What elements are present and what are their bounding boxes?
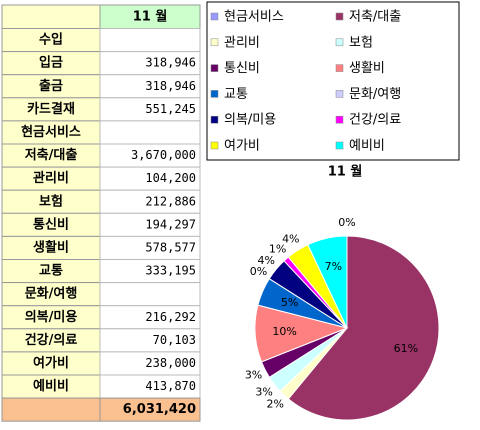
row-value: 212,886 [145,194,196,208]
legend-marker [210,12,219,21]
legend-label: 보험 [349,35,373,50]
row-value: 70,103 [153,333,196,347]
data-label: 10% [272,325,296,338]
data-label: 0% [250,265,267,278]
data-label: 3% [255,385,272,398]
row-label: 교통 [39,264,63,279]
legend-label: 현금서비스 [224,10,284,25]
row-label: 입금 [39,56,63,71]
row-value: 318,946 [145,56,196,70]
legend-marker [210,141,219,150]
legend-label: 통신비 [224,61,260,76]
row-value: 551,245 [145,102,196,116]
total-value: 6,031,420 [123,402,196,417]
data-label: 61% [394,342,418,355]
row-label: 문화/여행 [25,286,78,302]
legend-label: 문화/여행 [349,86,401,102]
row-value: 216,292 [145,310,196,324]
legend-marker [335,38,344,47]
chart-title: 11 월 [328,164,363,180]
row-label: 저축/대출 [25,147,78,163]
row-label: 건강/의료 [25,332,78,348]
legend-label: 예비비 [349,139,385,154]
row-label: 예비비 [33,378,69,394]
legend-label: 여가비 [224,139,260,154]
row-value: 578,577 [145,240,196,254]
data-label: 4% [282,232,299,245]
legend-label: 관리비 [224,35,260,50]
legend-marker [210,64,219,72]
header-label-cell [1,4,101,29]
legend-marker [335,90,344,98]
row-label: 통신비 [33,217,69,232]
data-label: 2% [266,397,283,410]
row-value: 333,195 [145,264,196,278]
row-value: 194,297 [145,217,196,231]
row-label: 출금 [39,78,63,94]
row-label: 생활비 [33,239,69,255]
row-label: 현금서비스 [21,124,81,140]
total-label-cell [1,397,101,422]
legend-marker [335,141,344,150]
row-label: 의복/미용 [25,309,78,325]
data-label: 5% [281,296,298,309]
total-cell [99,397,201,422]
row-value: 318,946 [145,79,196,93]
row-value: 238,000 [145,356,196,370]
row-value: 413,870 [145,379,196,393]
legend-marker [335,12,344,21]
legend-box [206,1,460,161]
legend-label: 생활비 [349,61,385,76]
value-cell [99,282,201,307]
legend-marker [210,38,219,47]
data-label: 4% [257,254,274,267]
row-label: 수입 [39,33,63,48]
legend-label: 저축/대출 [349,10,401,25]
data-label: 7% [325,260,342,273]
legend-marker [335,115,344,124]
pie-slice [287,235,440,421]
legend-marker [210,115,219,124]
value-cell [99,28,201,53]
pie-slice [307,235,348,329]
legend-marker [335,64,344,72]
data-label: 1% [269,242,286,255]
row-label: 관리비 [33,170,69,186]
header-text: 11 월 [133,9,168,25]
row-label: 보험 [39,193,63,209]
data-label: 0% [338,216,355,229]
legend-label: 건강/의료 [349,113,401,128]
legend-label: 의복/미용 [224,113,276,128]
row-label: 카드결재 [27,101,75,117]
legend-marker [210,90,219,98]
row-value: 3,670,000 [131,148,196,162]
data-label: 3% [245,369,262,382]
row-label: 여가비 [33,355,69,371]
legend-label: 교통 [224,87,248,102]
value-cell [99,120,201,145]
row-value: 104,200 [145,171,196,185]
